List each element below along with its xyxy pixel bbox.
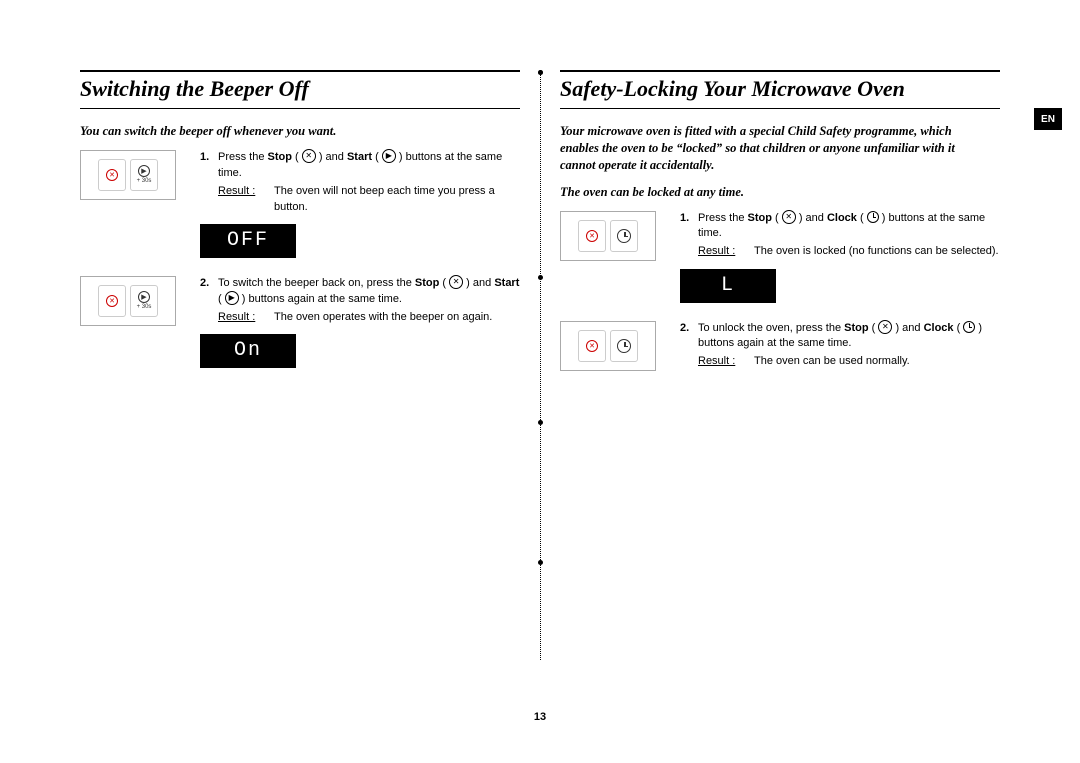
result-label: Result : [698, 354, 754, 370]
start-icon: ▶ [382, 149, 396, 163]
column-divider [540, 70, 541, 660]
step-text: To switch the beeper back on, press the … [218, 276, 520, 308]
oven-display-on: On [200, 334, 296, 368]
right-column: Safety-Locking Your Microwave Oven Your … [540, 70, 1010, 723]
stop-icon: ✕ [302, 149, 316, 163]
intro-lock-2: The oven can be locked at any time. [560, 184, 1000, 201]
start-button-icon: ▶+ 30s [130, 285, 158, 317]
stop-button-icon: ✕ [578, 220, 606, 252]
left-column: Switching the Beeper Off You can switch … [70, 70, 540, 723]
button-thumb-stop-clock: ✕ [560, 321, 656, 371]
stop-icon: ✕ [878, 320, 892, 334]
clock-button-icon [610, 330, 638, 362]
step-number: 2. [680, 321, 698, 337]
result-label: Result : [698, 244, 754, 260]
step-text: Press the Stop ( ✕ ) and Clock ( ) butto… [698, 211, 1000, 243]
page-number: 13 [534, 711, 546, 723]
stop-icon: ✕ [782, 210, 796, 224]
clock-icon [867, 211, 879, 223]
section-title-lock: Safety-Locking Your Microwave Oven [560, 70, 1000, 109]
button-thumb-stop-start: ✕ ▶+ 30s [80, 150, 176, 200]
language-tab: EN [1034, 108, 1062, 130]
stop-button-icon: ✕ [98, 159, 126, 191]
button-thumb-stop-start: ✕ ▶+ 30s [80, 276, 176, 326]
result-text: The oven is locked (no functions can be … [754, 244, 1000, 260]
step-number: 1. [680, 211, 698, 227]
result-text: The oven can be used normally. [754, 354, 1000, 370]
manual-page: EN Switching the Beeper Off You can swit… [0, 0, 1080, 763]
intro-lock-1: Your microwave oven is fitted with a spe… [560, 123, 1000, 174]
start-icon: ▶ [225, 291, 239, 305]
start-button-icon: ▶+ 30s [130, 159, 158, 191]
button-thumb-stop-clock: ✕ [560, 211, 656, 261]
result-text: The oven operates with the beeper on aga… [274, 310, 520, 326]
section-title-beeper: Switching the Beeper Off [80, 70, 520, 109]
oven-display-locked: L [680, 269, 776, 303]
stop-icon: ✕ [449, 275, 463, 289]
clock-button-icon [610, 220, 638, 252]
step-text: To unlock the oven, press the Stop ( ✕ )… [698, 321, 1000, 353]
intro-beeper: You can switch the beeper off whenever y… [80, 123, 520, 140]
result-text: The oven will not beep each time you pre… [274, 184, 520, 216]
result-label: Result : [218, 310, 274, 326]
step-number: 1. [200, 150, 218, 166]
step-row: ✕ 1. Press the Stop ( ✕ ) and Clock ( ) … [560, 211, 1000, 261]
step-number: 2. [200, 276, 218, 292]
stop-button-icon: ✕ [98, 285, 126, 317]
stop-button-icon: ✕ [578, 330, 606, 362]
step-row: ✕ ▶+ 30s 2. To switch the beeper back on… [80, 276, 520, 326]
oven-display-off: OFF [200, 224, 296, 258]
result-label: Result : [218, 184, 274, 216]
step-row: ✕ 2. To unlock the oven, press the Stop … [560, 321, 1000, 371]
clock-icon [963, 321, 975, 333]
step-row: ✕ ▶+ 30s 1. Press the Stop ( ✕ ) and Sta… [80, 150, 520, 216]
step-text: Press the Stop ( ✕ ) and Start ( ▶ ) but… [218, 150, 520, 182]
